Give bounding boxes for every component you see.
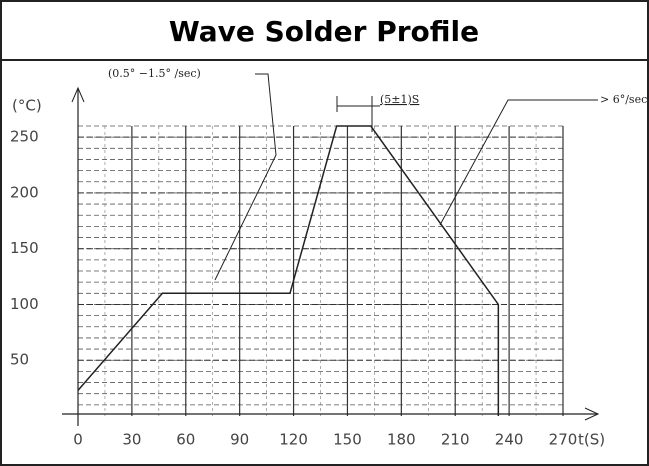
x-tick-label: 60	[176, 431, 195, 449]
x-tick-label: 180	[387, 431, 416, 449]
annotation: > 6°/sec	[600, 93, 647, 106]
x-tick-label: 210	[441, 431, 470, 449]
x-tick-label: 30	[122, 431, 141, 449]
bracket	[336, 96, 380, 132]
annotation: (5±1)S	[380, 93, 419, 106]
x-tick-label: 150	[333, 431, 362, 449]
x-axis-label: t(S)	[578, 431, 605, 449]
x-tick-label: 0	[73, 431, 83, 449]
y-tick-label: 50	[10, 351, 29, 369]
x-tick-label: 240	[495, 431, 524, 449]
x-tick-label: 90	[230, 431, 249, 449]
leader-line	[214, 73, 277, 281]
y-axis-label: (°C)	[12, 97, 42, 115]
y-tick-label: 250	[10, 128, 39, 146]
chart-title: Wave Solder Profile	[169, 15, 479, 48]
y-tick-label: 150	[10, 239, 39, 257]
annotation: (0.5° −1.5° /sec)	[108, 67, 201, 80]
x-axis-arrow	[584, 407, 600, 421]
leader-line	[439, 99, 598, 226]
x-tick-label: 270	[549, 431, 578, 449]
y-tick-label: 200	[10, 183, 39, 201]
x-tick-label: 120	[279, 431, 308, 449]
y-axis-arrow	[71, 86, 85, 103]
y-tick-label: 100	[10, 295, 39, 313]
profile-line	[77, 125, 500, 416]
